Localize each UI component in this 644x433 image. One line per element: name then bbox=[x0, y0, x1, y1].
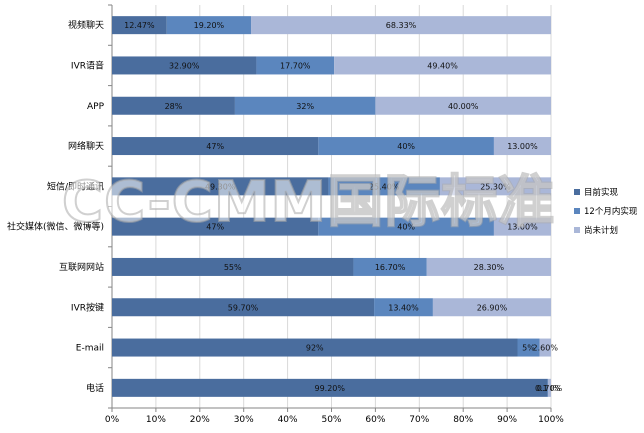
x-tick-label: 90% bbox=[497, 415, 517, 425]
segment-label: 40% bbox=[397, 142, 415, 151]
segment-label: 32.90% bbox=[169, 61, 200, 70]
category-label: 视频聊天 bbox=[68, 19, 104, 31]
category-label: IVR语音 bbox=[71, 59, 104, 71]
x-tick-label: 80% bbox=[453, 415, 473, 425]
x-tick-label: 40% bbox=[278, 415, 298, 425]
segment-label: 32% bbox=[296, 102, 314, 111]
category-label: 电话 bbox=[86, 382, 104, 394]
segment-label: 49.40% bbox=[427, 61, 458, 70]
segment-label: 40% bbox=[397, 223, 415, 232]
legend-swatch bbox=[574, 208, 580, 214]
x-tick-label: 100% bbox=[538, 415, 564, 425]
category-label: 社交媒体(微信、微博等) bbox=[7, 221, 104, 233]
category-label: 网络聊天 bbox=[68, 140, 104, 152]
x-tick-label: 60% bbox=[365, 415, 385, 425]
segment-label: 40.00% bbox=[448, 102, 479, 111]
segment-label: 12.47% bbox=[124, 21, 155, 30]
segment-label: 19.20% bbox=[194, 21, 225, 30]
category-label: 互联网网站 bbox=[59, 261, 104, 273]
segment-label: 47% bbox=[206, 223, 224, 232]
x-tick-label: 50% bbox=[321, 415, 341, 425]
segment-label: 55% bbox=[224, 263, 242, 272]
segment-label: 25.30% bbox=[480, 182, 511, 191]
segment-label: 13.00% bbox=[507, 142, 538, 151]
x-tick-label: 20% bbox=[190, 415, 210, 425]
segment-label: 17.70% bbox=[280, 61, 311, 70]
segment-label: 28% bbox=[165, 102, 183, 111]
category-label: IVR按键 bbox=[71, 301, 104, 313]
segment-label: 16.70% bbox=[375, 263, 406, 272]
legend-label: 12个月内实现 bbox=[584, 206, 638, 217]
segment-label: 92% bbox=[306, 344, 324, 353]
category-label: E-mail bbox=[76, 344, 104, 354]
segment-label: 26.90% bbox=[477, 303, 508, 312]
legend-label: 尚未计划 bbox=[584, 225, 618, 236]
segment-label: 68.33% bbox=[386, 21, 417, 30]
segment-label: 13.40% bbox=[388, 303, 419, 312]
segment-label: 99.20% bbox=[314, 384, 345, 393]
legend-swatch bbox=[574, 227, 580, 233]
segment-label: 49.30% bbox=[205, 182, 236, 191]
segment-label: 13.00% bbox=[507, 223, 538, 232]
segment-label: 2.60% bbox=[533, 344, 559, 353]
segment-label: 25.40% bbox=[369, 182, 400, 191]
legend-swatch bbox=[574, 189, 580, 195]
segment-label: 0.70% bbox=[537, 384, 563, 393]
legend-label: 目前实现 bbox=[584, 187, 619, 198]
x-tick-label: 70% bbox=[409, 415, 429, 425]
x-tick-label: 0% bbox=[105, 415, 120, 425]
segment-label: 47% bbox=[206, 142, 224, 151]
segment-label: 28.30% bbox=[474, 263, 505, 272]
segment-label: 59.70% bbox=[228, 303, 259, 312]
category-label: APP bbox=[87, 102, 105, 112]
x-tick-label: 10% bbox=[146, 415, 166, 425]
x-tick-label: 30% bbox=[234, 415, 254, 425]
category-label: 短信/即时通讯 bbox=[47, 180, 104, 192]
